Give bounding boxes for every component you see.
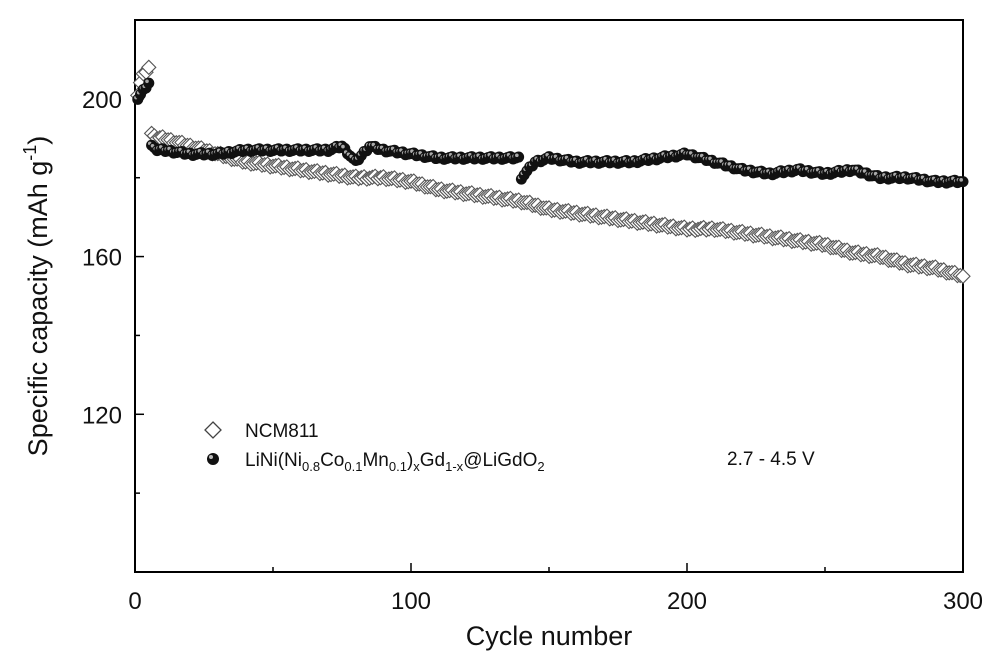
x-tick-label: 0: [128, 588, 141, 615]
legend-label-gd-coated: LiNi(Ni0.8Co0.1Mn0.1)xGd1-x@LiGdO2: [245, 450, 545, 474]
series-gd-coated: [132, 77, 969, 189]
voltage-window-annotation: 2.7 - 4.5 V: [727, 449, 815, 470]
y-axis-title: Specific capacity (mAh g-1): [20, 136, 53, 457]
legend-ncm811-marker: [204, 421, 222, 439]
x-tick-label: 100: [391, 588, 431, 615]
legend-label-ncm811: NCM811: [245, 421, 319, 442]
x-tick-label: 300: [943, 588, 983, 615]
gd-coated-point: [143, 77, 155, 89]
gd-coated-point: [957, 176, 969, 188]
plot-frame: [134, 19, 964, 573]
y-tick-label: 120: [82, 402, 122, 429]
x-axis-title: Cycle number: [466, 621, 633, 651]
gd-coated-point: [513, 151, 525, 163]
series-ncm811: [129, 59, 971, 285]
legend: NCM811 LiNi(Ni0.8Co0.1Mn0.1)xGd1-x@LiGdO…: [204, 421, 545, 474]
x-tick-label: 200: [667, 588, 707, 615]
axis-ticks: 0 100 200 300 120 160 200: [82, 19, 983, 615]
ncm811-point: [141, 59, 157, 76]
y-tick-label: 160: [82, 245, 122, 272]
y-tick-label: 200: [82, 87, 122, 114]
ncm811-point: [955, 268, 971, 285]
legend-gd-marker: [207, 453, 219, 465]
